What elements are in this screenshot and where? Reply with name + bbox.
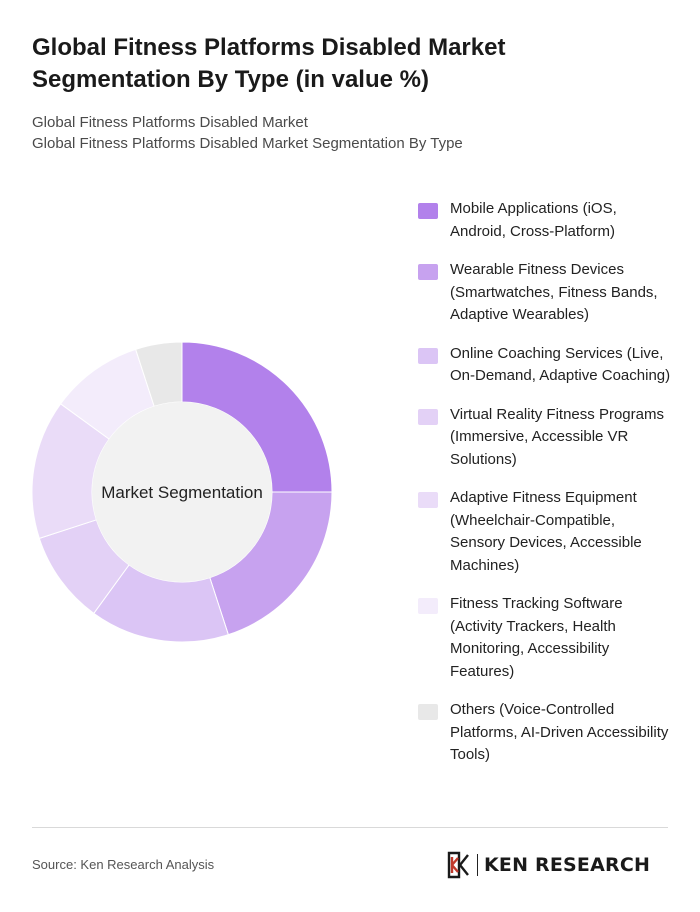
ken-research-logo: KEN RESEARCH (447, 850, 650, 880)
legend-swatch (418, 408, 438, 425)
legend-label: Others (Voice-Controlled Platforms, AI-D… (450, 701, 669, 763)
logo-wordmark: KEN RESEARCH (484, 854, 651, 876)
logo-separator (477, 854, 478, 876)
donut-center-label: Market Segmentation (101, 483, 263, 502)
legend-item: Others (Voice-Controlled Platforms, AI-D… (418, 699, 674, 767)
chart-subtitle: Global Fitness Platforms Disabled Market… (32, 112, 652, 154)
legend-label: Fitness Tracking Software (Activity Trac… (450, 595, 623, 680)
legend-swatch (418, 203, 438, 219)
legend-item: Fitness Tracking Software (Activity Trac… (418, 593, 674, 683)
legend-item: Virtual Reality Fitness Programs (Immers… (418, 404, 674, 472)
legend-item: Adaptive Fitness Equipment (Wheelchair-C… (418, 487, 674, 577)
legend-label: Wearable Fitness Devices (Smartwatches, … (450, 261, 658, 323)
legend-item: Mobile Applications (iOS, Android, Cross… (418, 198, 674, 243)
ken-research-logo-icon (447, 851, 469, 879)
legend-swatch (418, 347, 438, 364)
legend-item: Wearable Fitness Devices (Smartwatches, … (418, 259, 674, 327)
legend-label: Mobile Applications (iOS, Android, Cross… (450, 200, 617, 240)
legend-item: Online Coaching Services (Live, On-Deman… (418, 343, 674, 388)
chart-title: Global Fitness Platforms Disabled Market… (32, 34, 506, 93)
legend-swatch (418, 264, 438, 280)
source-note: Source: Ken Research Analysis (32, 857, 215, 872)
legend-label: Online Coaching Services (Live, On-Deman… (450, 344, 671, 385)
subtitle-line-1: Global Fitness Platforms Disabled Market (32, 114, 308, 131)
subtitle-line-2: Global Fitness Platforms Disabled Market… (32, 135, 463, 152)
footer-divider (32, 827, 668, 828)
legend-swatch (418, 704, 438, 720)
donut-hole (92, 402, 272, 582)
chart-legend: Mobile Applications (iOS, Android, Cross… (418, 198, 674, 783)
legend-swatch (418, 598, 438, 614)
donut-slices (31, 341, 333, 643)
legend-label: Adaptive Fitness Equipment (Wheelchair-C… (450, 489, 642, 574)
legend-swatch (418, 492, 438, 508)
legend-label: Virtual Reality Fitness Programs (Immers… (450, 405, 664, 468)
donut-chart: Market Segmentation (31, 341, 333, 643)
